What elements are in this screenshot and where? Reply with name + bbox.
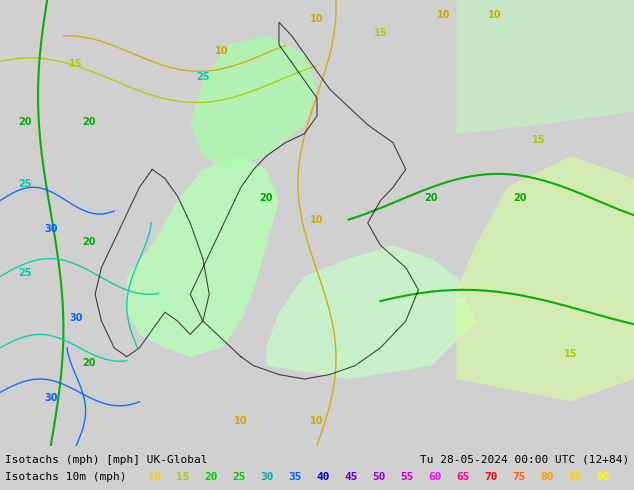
Text: 60: 60 (428, 472, 441, 482)
Text: 20: 20 (259, 193, 273, 203)
Text: 10: 10 (310, 14, 324, 24)
Text: 85: 85 (568, 472, 581, 482)
Polygon shape (456, 0, 634, 134)
Text: 70: 70 (484, 472, 498, 482)
Text: 15: 15 (373, 27, 387, 38)
Text: 20: 20 (82, 117, 96, 127)
Text: 20: 20 (204, 472, 217, 482)
Text: Isotachs 10m (mph): Isotachs 10m (mph) (5, 472, 127, 482)
Text: 15: 15 (176, 472, 190, 482)
Text: 20: 20 (82, 237, 96, 247)
Text: 15: 15 (69, 59, 83, 69)
Text: 65: 65 (456, 472, 470, 482)
Text: 55: 55 (400, 472, 413, 482)
Text: 20: 20 (513, 193, 527, 203)
Text: 40: 40 (316, 472, 330, 482)
Text: 25: 25 (232, 472, 245, 482)
Polygon shape (190, 36, 317, 170)
Text: 15: 15 (532, 135, 546, 145)
Text: 10: 10 (148, 472, 162, 482)
Polygon shape (266, 245, 476, 379)
Text: 30: 30 (260, 472, 273, 482)
Text: 25: 25 (18, 269, 32, 278)
Text: 75: 75 (512, 472, 526, 482)
Text: Tu 28-05-2024 00:00 UTC (12+84): Tu 28-05-2024 00:00 UTC (12+84) (420, 455, 629, 465)
Text: 10: 10 (234, 416, 248, 426)
Text: 10: 10 (310, 215, 324, 225)
Text: 10: 10 (437, 10, 451, 20)
Text: 20: 20 (82, 358, 96, 368)
Text: 45: 45 (344, 472, 358, 482)
Text: 25: 25 (196, 72, 210, 82)
Text: 20: 20 (424, 193, 438, 203)
Text: 15: 15 (564, 349, 578, 359)
Text: 35: 35 (288, 472, 302, 482)
Text: 25: 25 (18, 179, 32, 189)
Text: 80: 80 (540, 472, 553, 482)
Text: 30: 30 (69, 313, 83, 323)
Text: 10: 10 (488, 10, 501, 20)
Text: 10: 10 (215, 46, 229, 55)
Text: 30: 30 (44, 224, 58, 234)
Text: 50: 50 (372, 472, 385, 482)
Text: Isotachs (mph) [mph] UK-Global: Isotachs (mph) [mph] UK-Global (5, 455, 207, 465)
Polygon shape (456, 156, 634, 401)
Text: 30: 30 (44, 393, 58, 403)
Text: 10: 10 (310, 416, 324, 426)
Text: 90: 90 (596, 472, 609, 482)
Text: 20: 20 (18, 117, 32, 127)
Polygon shape (127, 156, 279, 357)
